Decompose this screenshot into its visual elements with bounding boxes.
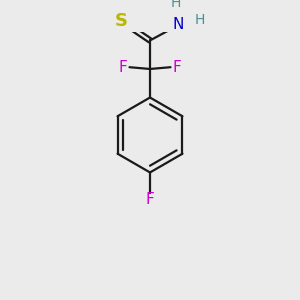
Text: F: F	[119, 60, 128, 75]
Text: H: H	[171, 0, 181, 10]
Text: H: H	[195, 13, 205, 27]
Text: S: S	[115, 12, 128, 30]
Text: F: F	[146, 192, 154, 207]
Text: F: F	[172, 60, 181, 75]
Text: N: N	[173, 17, 184, 32]
